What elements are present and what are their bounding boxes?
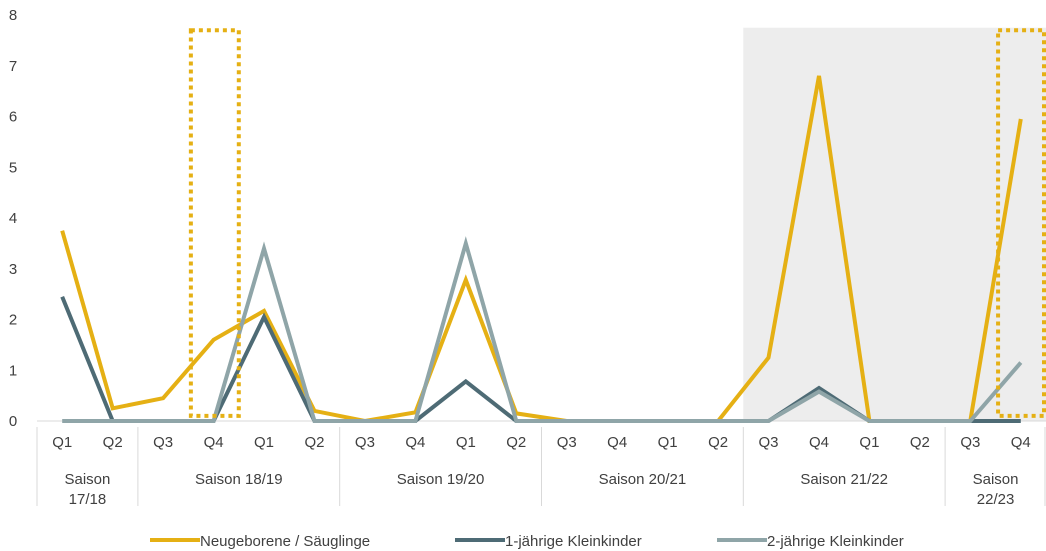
highlight-box-1 [188,28,241,418]
y-tick-label: 4 [9,210,17,227]
series-lines [60,75,1023,424]
legend-label: 2-jährige Kleinkinder [767,533,904,550]
series-line-3 [62,236,1023,423]
season-label: 17/18 [69,491,107,508]
legend-label: 1-jährige Kleinkinder [505,533,642,550]
y-tick-label: 3 [9,261,17,278]
x-tick-label: Q2 [708,434,728,451]
x-tick-label: Q4 [1011,434,1031,451]
x-tick-label: Q4 [204,434,224,451]
x-tick-label: Q1 [658,434,678,451]
season-label: Saison 20/21 [599,471,687,488]
x-tick-label: Q4 [809,434,829,451]
x-tick-label: Q3 [557,434,577,451]
x-tick-label: Q1 [254,434,274,451]
x-tick-label: Q1 [52,434,72,451]
x-tick-label: Q3 [355,434,375,451]
x-tick-label: Q2 [304,434,324,451]
series-line-1 [60,75,1023,424]
x-tick-label: Q2 [506,434,526,451]
season-label: Saison 21/22 [800,471,888,488]
y-tick-label: 5 [9,159,17,176]
season-label: Saison 19/20 [397,471,485,488]
y-tick-label: 7 [9,58,17,75]
x-tick-label: Q1 [859,434,879,451]
season-label: 22/23 [977,491,1015,508]
y-tick-label: 6 [9,109,17,126]
shaded-region [743,27,1046,421]
x-tick-label: Q4 [607,434,627,451]
x-tick-label: Q2 [910,434,930,451]
y-tick-label: 0 [9,413,17,430]
x-tick-label: Q3 [960,434,980,451]
legend-label: Neugeborene / Säuglinge [200,533,370,550]
legend: Neugeborene / Säuglinge 1-jährige Kleinki… [150,533,904,550]
season-label: Saison [65,471,111,488]
x-axis: Q1 Q2 Q3 Q4 Q1 Q2 Q3 Q4 Q1 Q2 Q3 Q4 Q1 Q2 Q3 Q4 Q1 Q2 Q3 Q4… [36,420,1046,508]
x-tick-label: Q3 [759,434,779,451]
y-tick-label: 8 [9,7,17,24]
y-tick-label: 1 [9,362,17,379]
x-tick-label: Q1 [456,434,476,451]
season-label: Saison [973,471,1019,488]
x-tick-label: Q4 [405,434,425,451]
season-label: Saison 18/19 [195,471,283,488]
x-tick-label: Q2 [103,434,123,451]
y-tick-label: 2 [9,312,17,329]
y-axis-ticks: 0 1 2 3 4 5 6 7 8 [9,7,17,430]
highlight-boxes [188,28,1046,418]
background-layer [743,27,1046,421]
x-tick-label: Q3 [153,434,173,451]
